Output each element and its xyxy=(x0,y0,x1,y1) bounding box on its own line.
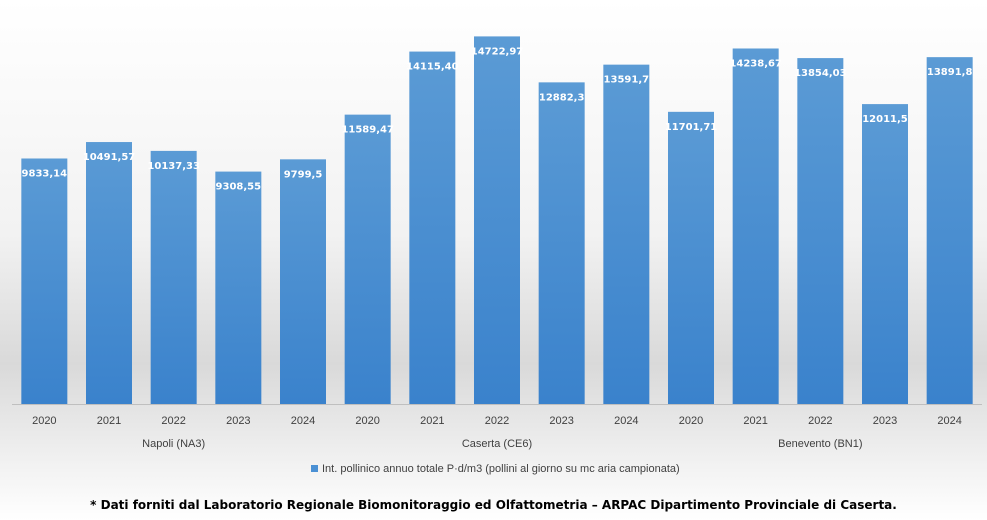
bar-3 xyxy=(215,171,262,404)
bar-11 xyxy=(732,48,779,405)
group-label-2: Benevento (BN1) xyxy=(778,438,862,450)
bar-0 xyxy=(21,158,68,404)
x-tick-label-8: 2023 xyxy=(549,415,573,427)
x-tick-label-1: 2021 xyxy=(97,415,121,427)
data-label-7: 14722,97 xyxy=(471,46,524,57)
bar-14 xyxy=(926,57,973,404)
data-label-6: 14115,40 xyxy=(406,62,459,73)
x-tick-label-14: 2024 xyxy=(937,415,961,427)
x-tick-label-5: 2020 xyxy=(355,415,379,427)
data-label-5: 11589,47 xyxy=(341,125,394,136)
group-label-0: Napoli (NA3) xyxy=(142,438,205,450)
x-tick-label-10: 2020 xyxy=(679,415,703,427)
x-tick-label-6: 2021 xyxy=(420,415,444,427)
data-label-8: 12882,3 xyxy=(539,92,585,103)
legend-label: Int. pollinico annuo totale P·d/m3 (poll… xyxy=(322,463,680,475)
data-label-2: 10137,33 xyxy=(147,161,200,172)
x-tick-label-9: 2024 xyxy=(614,415,638,427)
data-label-14: 13891,8 xyxy=(927,67,973,78)
data-label-12: 13854,03 xyxy=(794,68,847,79)
data-label-1: 10491,57 xyxy=(83,152,136,163)
bar-4 xyxy=(280,159,326,404)
bar-10 xyxy=(668,111,714,405)
x-tick-label-2: 2022 xyxy=(161,415,185,427)
x-tick-label-0: 2020 xyxy=(32,415,56,427)
bar-8 xyxy=(538,82,585,404)
x-tick-label-11: 2021 xyxy=(743,415,767,427)
x-tick-label-4: 2024 xyxy=(291,415,315,427)
data-label-3: 9308,55 xyxy=(216,182,262,193)
data-label-10: 11701,71 xyxy=(665,122,718,133)
data-label-4: 9799,5 xyxy=(284,169,323,180)
x-tick-label-13: 2023 xyxy=(873,415,897,427)
bar-12 xyxy=(797,58,844,404)
bar-7 xyxy=(474,36,520,404)
x-tick-label-3: 2023 xyxy=(226,415,250,427)
x-tick-label-7: 2022 xyxy=(485,415,509,427)
bar-chart: 9833,14 10491,57 10137,33 9308,55 9799,5 1158… xyxy=(12,36,982,475)
bar-6 xyxy=(409,51,456,404)
bar-2 xyxy=(150,150,197,404)
data-label-0: 9833,14 xyxy=(22,168,68,179)
x-tick-label-12: 2022 xyxy=(808,415,832,427)
data-label-11: 14238,67 xyxy=(729,58,782,69)
bar-13 xyxy=(862,104,908,404)
legend-swatch xyxy=(311,465,318,472)
bar-9 xyxy=(603,64,650,405)
bar-5 xyxy=(344,114,391,405)
bar-1 xyxy=(86,142,132,404)
data-label-9: 13591,7 xyxy=(604,75,650,86)
group-label-1: Caserta (CE6) xyxy=(462,438,532,450)
footnote: * Dati forniti dal Laboratorio Regionale… xyxy=(90,498,897,512)
data-label-13: 12011,5 xyxy=(862,114,908,125)
